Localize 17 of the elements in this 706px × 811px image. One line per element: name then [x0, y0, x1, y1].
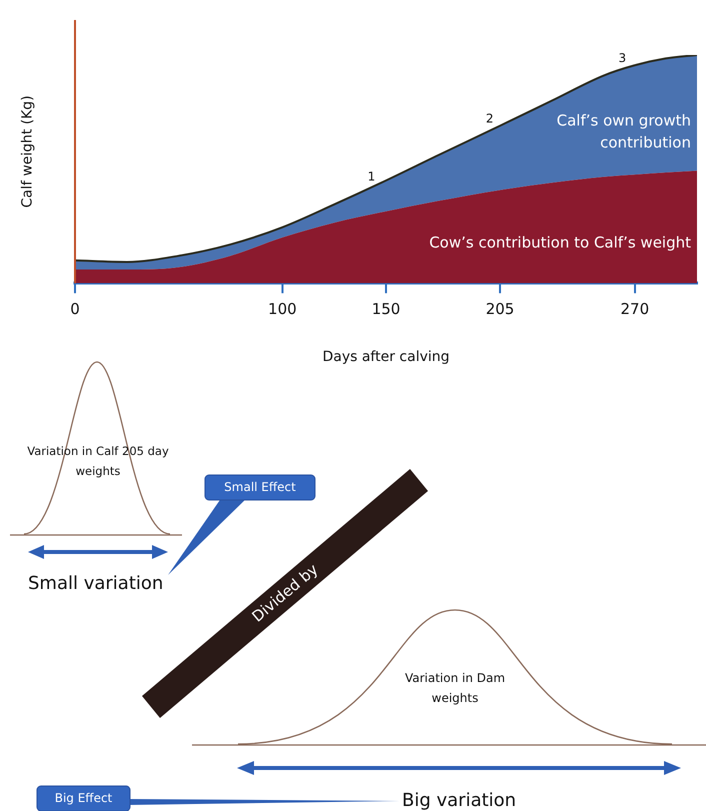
- y-axis-title: Calf weight (Kg): [20, 95, 36, 208]
- annotation: 3: [618, 50, 626, 65]
- x-tick-label: 270: [620, 300, 650, 318]
- series-label: Cow’s contribution to Calf’s weight: [429, 234, 692, 252]
- text: Big variation: [402, 790, 518, 811]
- text: Big Effect: [37, 788, 130, 808]
- annotation: 2: [486, 111, 494, 126]
- annotation: 1: [368, 169, 376, 184]
- x-axis-title: Days after calving: [322, 349, 450, 366]
- x-tick-label: 100: [268, 300, 297, 318]
- text: Variation in Dam weights: [404, 670, 506, 707]
- x-tick-label: 150: [372, 300, 400, 318]
- text: Small Effect: [223, 479, 297, 496]
- x-tick-label: 0: [70, 300, 80, 318]
- series-label: Calf’s own growth contribution: [556, 111, 691, 152]
- x-tick-label: 205: [486, 300, 514, 318]
- text: Small variation: [28, 573, 164, 595]
